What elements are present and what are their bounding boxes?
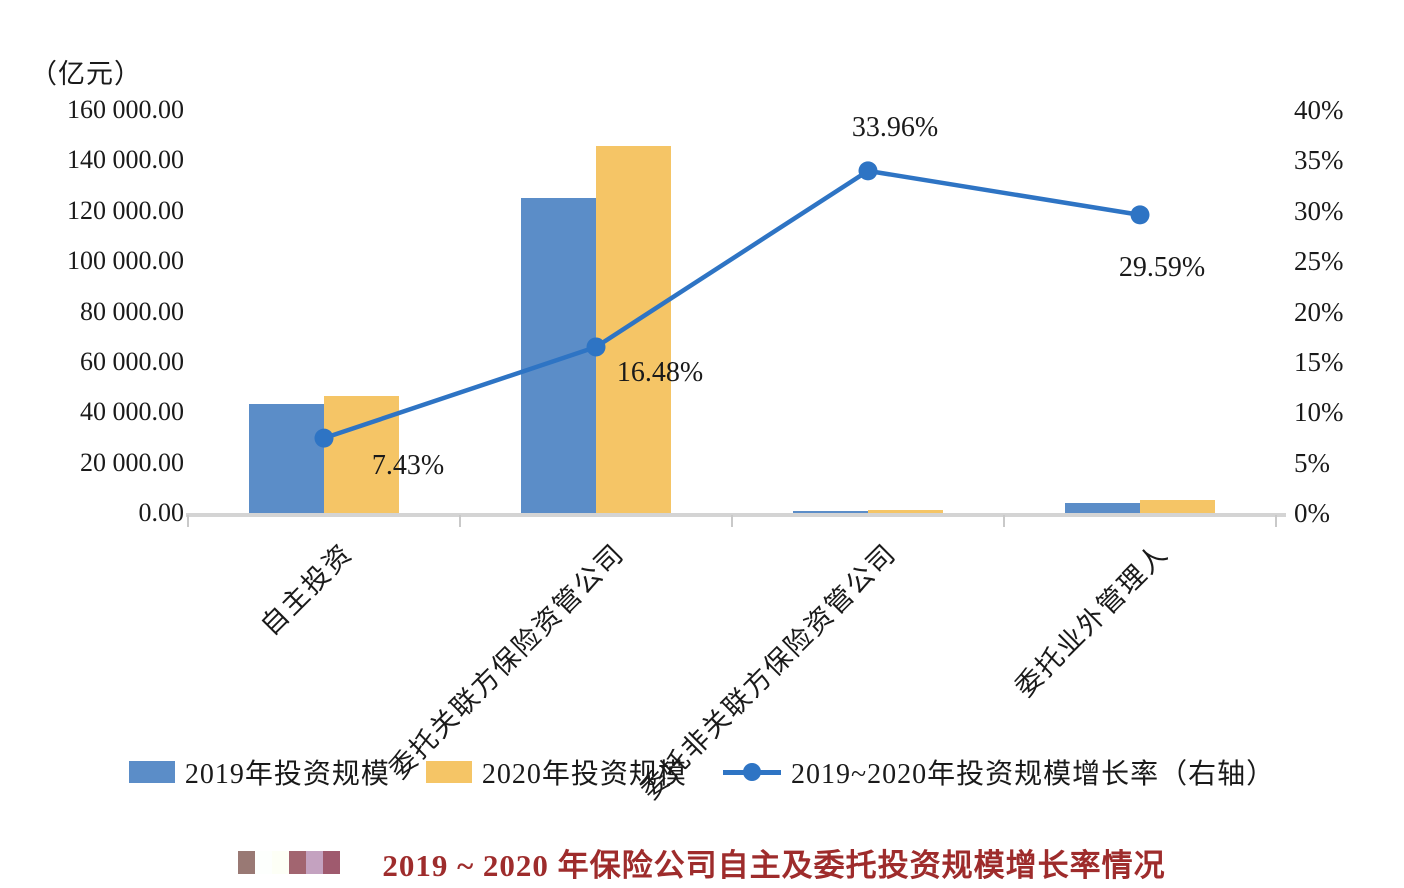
legend-dot-icon — [742, 763, 761, 781]
bar-2019 — [249, 403, 324, 513]
mosaic-block — [238, 851, 256, 874]
left-axis-tick-label: 0.00 — [138, 498, 185, 527]
legend-label: 2020年投资规模 — [481, 759, 687, 790]
x-axis-tick — [459, 515, 461, 527]
left-axis-unit-label: （亿元） — [30, 59, 142, 89]
growth-point-label: 33.96% — [851, 111, 939, 143]
right-axis-tick-label: 0% — [1294, 498, 1330, 528]
mosaic-block — [323, 851, 341, 874]
bar-2020 — [596, 145, 671, 513]
mosaic-block — [289, 851, 307, 874]
growth-point-label: 7.43% — [371, 450, 445, 482]
legend-label: 2019年投资规模 — [184, 759, 390, 790]
legend-item: 2019~2020年投资规模增长率（右轴） — [722, 752, 1276, 792]
right-axis-tick-label: 40% — [1294, 95, 1344, 125]
mosaic-block — [255, 851, 273, 874]
x-axis-line — [186, 513, 1286, 517]
legend: 2019年投资规模 2020年投资规模 2019~2020年投资规模增长率（右轴） — [0, 752, 1404, 792]
mosaic-block — [306, 851, 324, 874]
left-axis-tick-label: 120 000.00 — [67, 195, 184, 225]
left-axis-tick-label: 40 000.00 — [80, 397, 184, 427]
growth-point-label: 16.48% — [616, 356, 704, 388]
bar-2019 — [1065, 502, 1140, 513]
chart-title-row: 2019 ~ 2020 年保险公司自主及委托投资规模增长率情况 — [0, 840, 1404, 885]
line-point-marker — [1130, 205, 1150, 225]
bar-2019 — [793, 510, 868, 513]
legend-line-marker-sample — [722, 761, 781, 783]
legend-item: 2020年投资规模 — [425, 752, 687, 792]
x-axis-tick — [1003, 515, 1005, 527]
right-axis-tick-label: 10% — [1294, 397, 1344, 428]
left-axis-tick-label: 80 000.00 — [80, 296, 184, 326]
figure-number-mosaic — [238, 851, 341, 874]
left-axis-tick-label: 140 000.00 — [67, 145, 184, 175]
left-axis-tick-label: 160 000.00 — [67, 95, 184, 124]
category-label: 委托业外管理人 — [1009, 537, 1175, 703]
growth-point-label: 29.59% — [1118, 251, 1206, 283]
bar-2019 — [521, 197, 596, 513]
left-axis-tick-label: 60 000.00 — [80, 346, 184, 376]
right-axis-tick-label: 5% — [1294, 447, 1330, 478]
category-label: 委托关联方保险资管公司 — [383, 537, 631, 785]
right-axis-tick-label: 15% — [1294, 346, 1344, 377]
legend-swatch-2020 — [425, 761, 472, 783]
left-axis-tick-label: 20 000.00 — [80, 447, 184, 477]
right-axis-tick-label: 30% — [1294, 195, 1344, 226]
legend-item: 2019年投资规模 — [128, 752, 390, 792]
legend-swatch-2019 — [128, 761, 175, 783]
right-axis-tick-label: 35% — [1294, 145, 1344, 176]
category-label: 自主投资 — [254, 537, 359, 642]
bar-2020 — [1140, 499, 1215, 513]
left-axis-tick-label: 100 000.00 — [67, 246, 184, 276]
right-axis-tick-label: 20% — [1294, 296, 1344, 327]
x-axis-tick — [187, 515, 189, 527]
x-axis-tick — [1275, 515, 1277, 527]
bar-2020 — [868, 509, 943, 513]
chart-title: 2019 ~ 2020 年保险公司自主及委托投资规模增长率情况 — [382, 848, 1166, 883]
x-axis-tick — [731, 515, 733, 527]
line-point-marker — [858, 161, 878, 181]
legend-label: 2019~2020年投资规模增长率（右轴） — [790, 759, 1276, 790]
mosaic-block — [272, 851, 290, 874]
growth-line — [323, 168, 1141, 441]
right-axis-tick-label: 25% — [1294, 246, 1344, 277]
